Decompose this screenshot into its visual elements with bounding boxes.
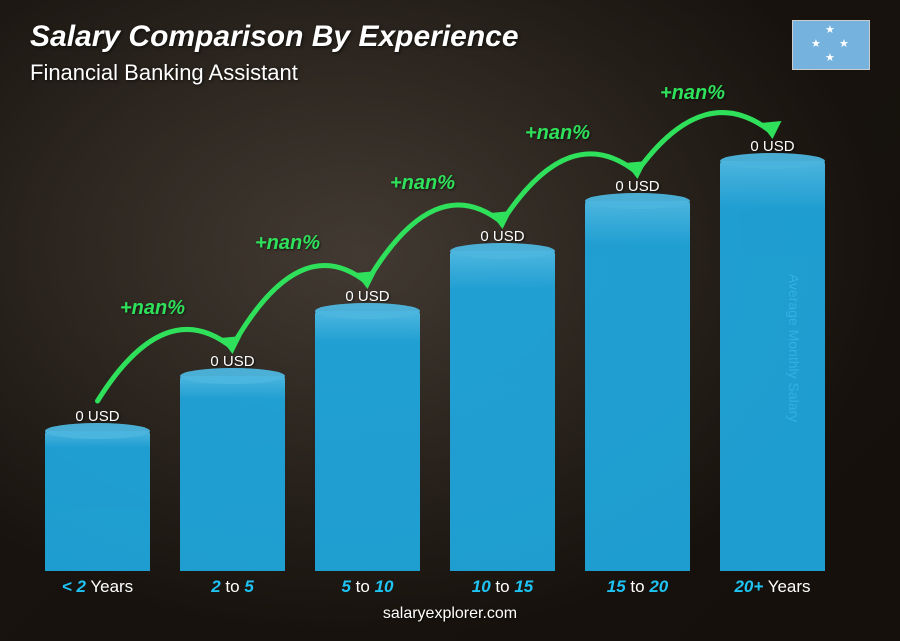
bar-slot: 0 USD5 to 10 bbox=[306, 96, 429, 571]
header: Salary Comparison By Experience Financia… bbox=[30, 20, 870, 86]
bar-category-label: 15 to 20 bbox=[576, 577, 699, 597]
chart-area: Average Monthly Salary 0 USD< 2 Years0 U… bbox=[30, 96, 840, 599]
bar bbox=[180, 376, 285, 571]
bar-slot: 0 USD20+ Years bbox=[711, 96, 834, 571]
bar-category-label: 10 to 15 bbox=[441, 577, 564, 597]
bar bbox=[450, 251, 555, 571]
page-subtitle: Financial Banking Assistant bbox=[30, 60, 519, 86]
bar bbox=[315, 311, 420, 571]
bar-category-label: < 2 Years bbox=[36, 577, 159, 597]
bars-row: 0 USD< 2 Years0 USD2 to 50 USD5 to 100 U… bbox=[30, 96, 840, 571]
flag-icon: ★ ★ ★ ★ bbox=[792, 20, 870, 70]
bar-category-label: 20+ Years bbox=[711, 577, 834, 597]
bar bbox=[720, 161, 825, 571]
footer-attribution: salaryexplorer.com bbox=[30, 599, 870, 623]
bar-slot: 0 USD< 2 Years bbox=[36, 96, 159, 571]
bar bbox=[45, 431, 150, 571]
bar bbox=[585, 201, 690, 571]
bar-slot: 0 USD15 to 20 bbox=[576, 96, 699, 571]
page-title: Salary Comparison By Experience bbox=[30, 20, 519, 54]
chart-container: Salary Comparison By Experience Financia… bbox=[0, 0, 900, 641]
bar-category-label: 5 to 10 bbox=[306, 577, 429, 597]
bar-slot: 0 USD10 to 15 bbox=[441, 96, 564, 571]
bar-slot: 0 USD2 to 5 bbox=[171, 96, 294, 571]
title-block: Salary Comparison By Experience Financia… bbox=[30, 20, 519, 86]
bar-category-label: 2 to 5 bbox=[171, 577, 294, 597]
